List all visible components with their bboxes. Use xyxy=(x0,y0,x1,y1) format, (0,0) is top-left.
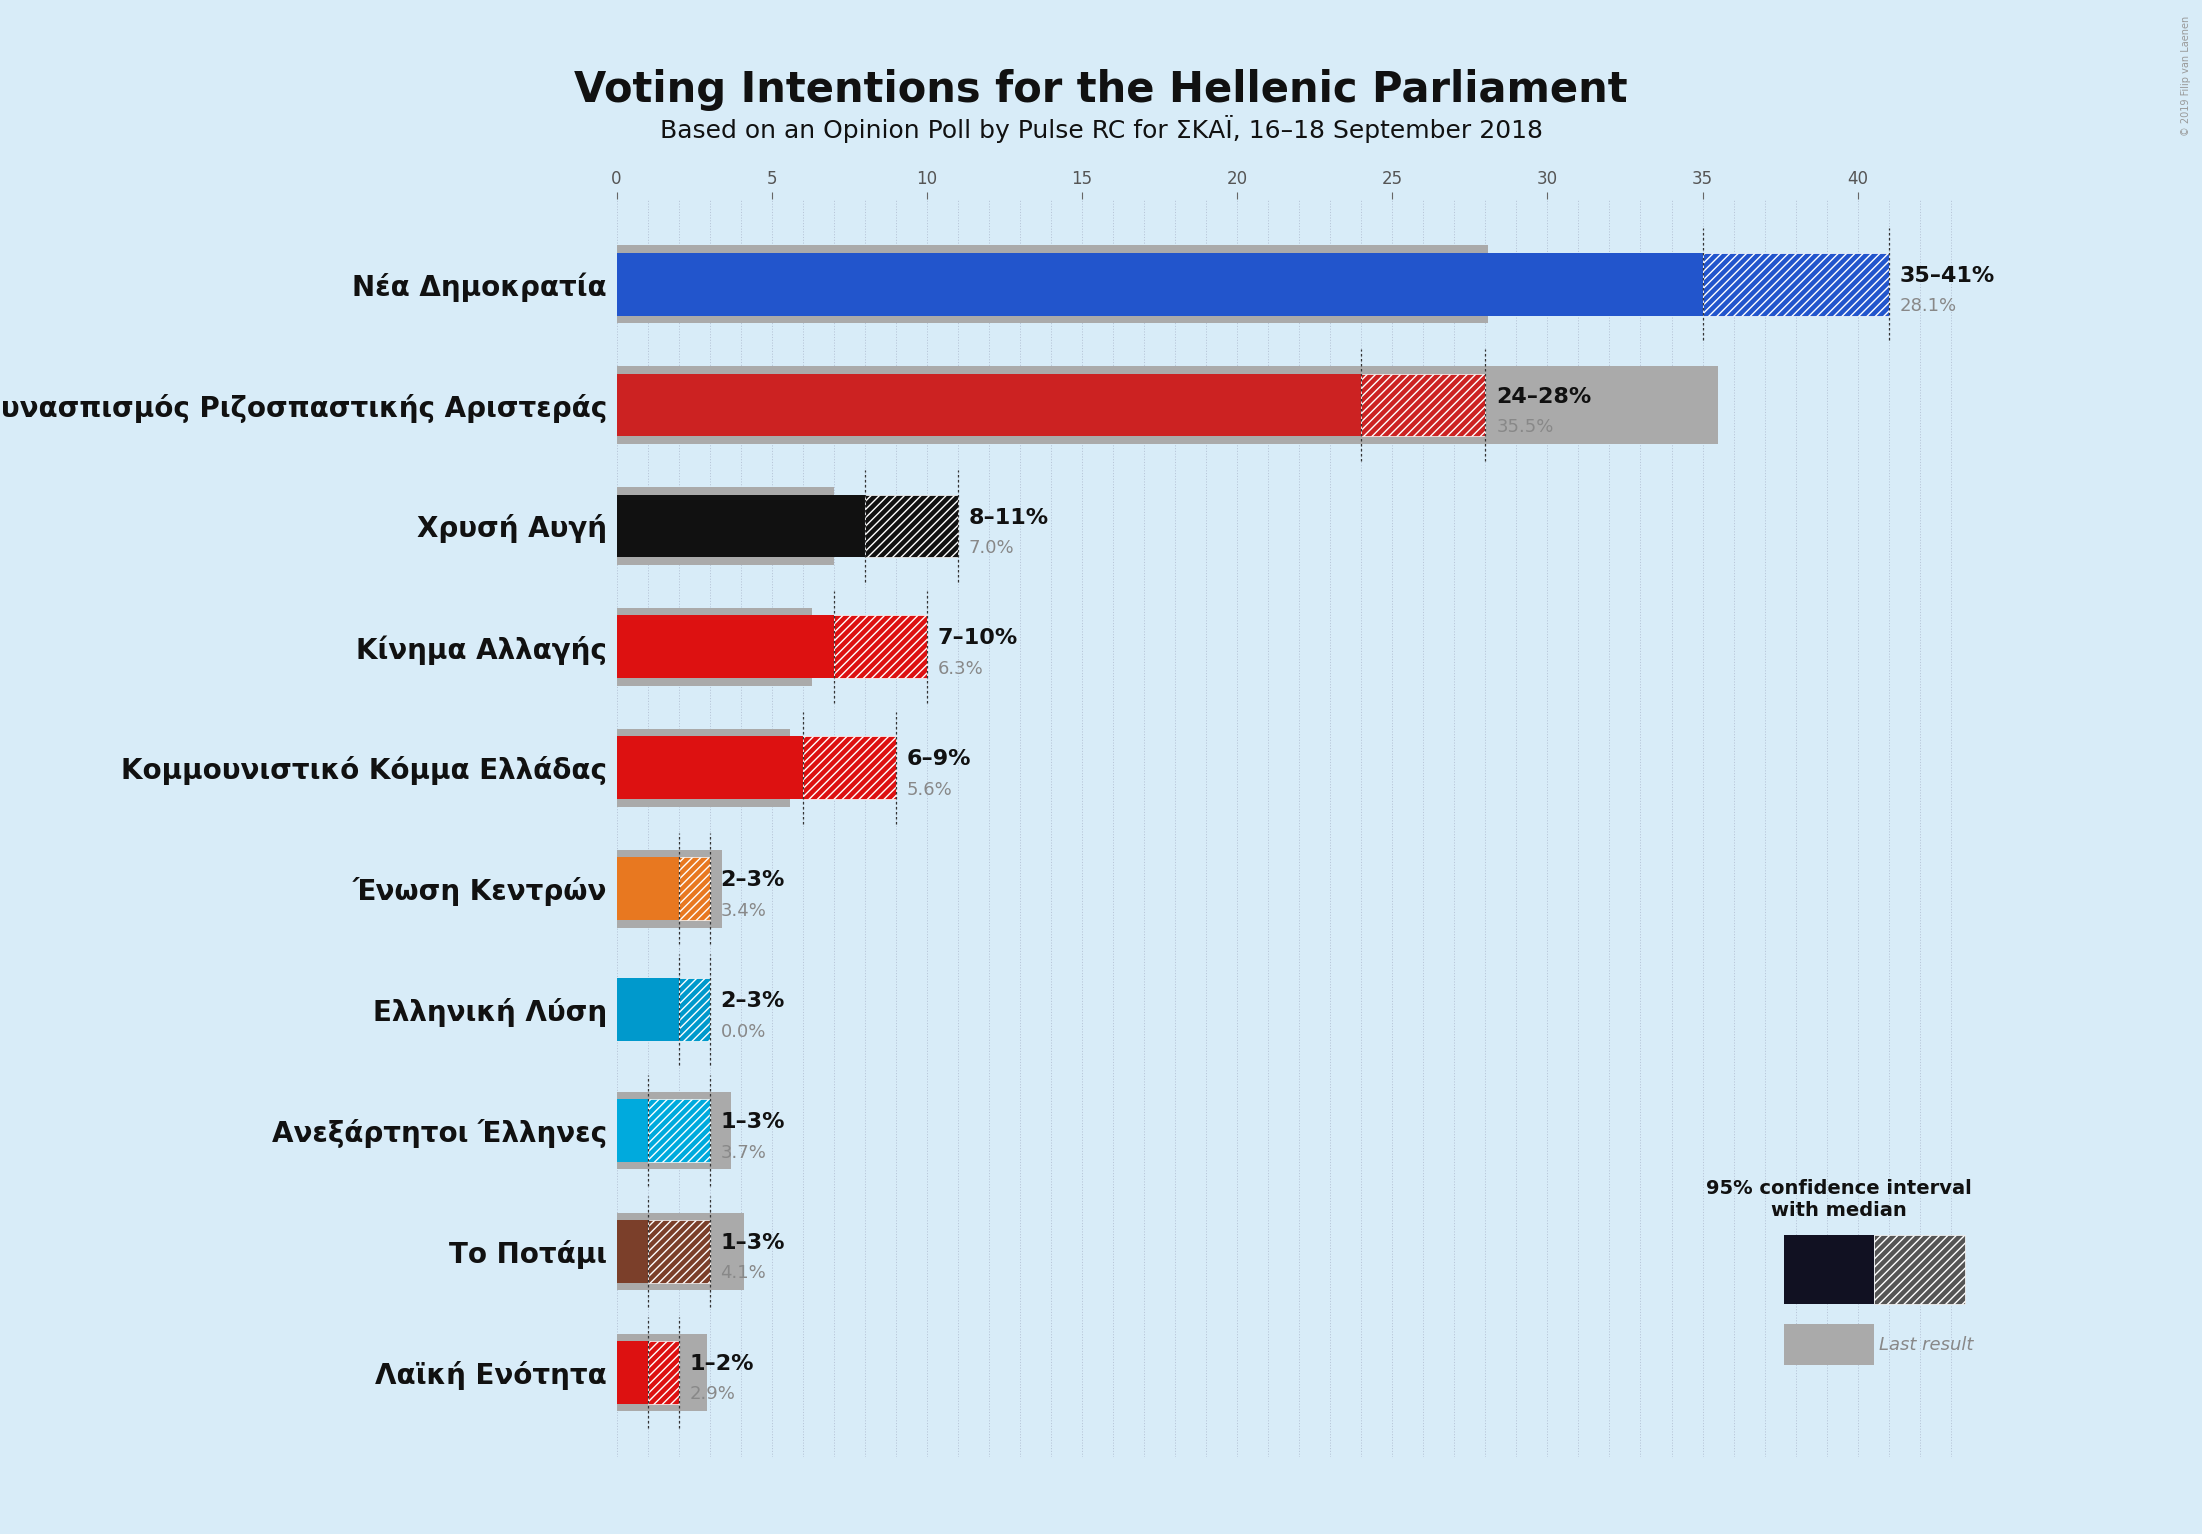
Text: 28.1%: 28.1% xyxy=(1900,298,1958,314)
Bar xyxy=(617,1341,647,1404)
Bar xyxy=(617,858,678,920)
Bar xyxy=(647,1220,709,1282)
Text: 0.0%: 0.0% xyxy=(720,1023,766,1040)
Bar xyxy=(865,494,958,557)
Text: 4.1%: 4.1% xyxy=(720,1264,766,1282)
Bar xyxy=(617,488,835,565)
Text: 2–3%: 2–3% xyxy=(720,991,784,1011)
Text: 1–3%: 1–3% xyxy=(720,1233,784,1253)
Text: 35.5%: 35.5% xyxy=(1495,417,1555,436)
Bar xyxy=(617,1335,707,1411)
Text: 35–41%: 35–41% xyxy=(1900,265,1995,285)
Text: 2.9%: 2.9% xyxy=(689,1385,735,1404)
Bar xyxy=(617,367,1718,443)
Bar xyxy=(617,1100,647,1163)
Text: 3.7%: 3.7% xyxy=(720,1143,766,1161)
Text: 5.6%: 5.6% xyxy=(907,781,953,799)
Bar xyxy=(1702,253,1889,316)
Text: 6.3%: 6.3% xyxy=(938,660,984,678)
Bar xyxy=(647,1341,678,1404)
Text: 1–2%: 1–2% xyxy=(689,1355,753,1374)
Bar xyxy=(617,736,804,799)
Bar xyxy=(678,979,709,1042)
Text: Last result: Last result xyxy=(1878,1336,1973,1353)
Bar xyxy=(617,1213,744,1290)
Bar xyxy=(835,615,927,678)
Bar xyxy=(617,615,835,678)
Bar xyxy=(617,850,722,928)
Text: 3.4%: 3.4% xyxy=(720,902,766,919)
Text: 1–3%: 1–3% xyxy=(720,1112,784,1132)
Bar xyxy=(804,736,896,799)
Text: 8–11%: 8–11% xyxy=(969,508,1048,528)
Text: 6–9%: 6–9% xyxy=(907,750,971,770)
Bar xyxy=(617,494,865,557)
Bar xyxy=(617,253,1702,316)
Text: 2–3%: 2–3% xyxy=(720,870,784,890)
Bar xyxy=(617,979,678,1042)
Bar xyxy=(678,858,709,920)
Text: 24–28%: 24–28% xyxy=(1495,387,1592,407)
Bar xyxy=(617,374,1361,437)
Bar xyxy=(617,1092,731,1169)
Text: 7.0%: 7.0% xyxy=(969,538,1015,557)
Bar xyxy=(617,245,1489,322)
Text: Voting Intentions for the Hellenic Parliament: Voting Intentions for the Hellenic Parli… xyxy=(575,69,1627,110)
Bar xyxy=(617,607,813,686)
Text: Based on an Opinion Poll by Pulse RC for ΣΚΑΪ, 16–18 September 2018: Based on an Opinion Poll by Pulse RC for… xyxy=(661,115,1541,143)
Text: 95% confidence interval
with median: 95% confidence interval with median xyxy=(1707,1178,1971,1220)
Bar xyxy=(617,729,791,807)
Text: 7–10%: 7–10% xyxy=(938,629,1017,649)
Bar xyxy=(617,1220,647,1282)
Text: © 2019 Filip van Laenen: © 2019 Filip van Laenen xyxy=(2180,15,2191,135)
Bar xyxy=(1361,374,1486,437)
Bar xyxy=(647,1100,709,1163)
